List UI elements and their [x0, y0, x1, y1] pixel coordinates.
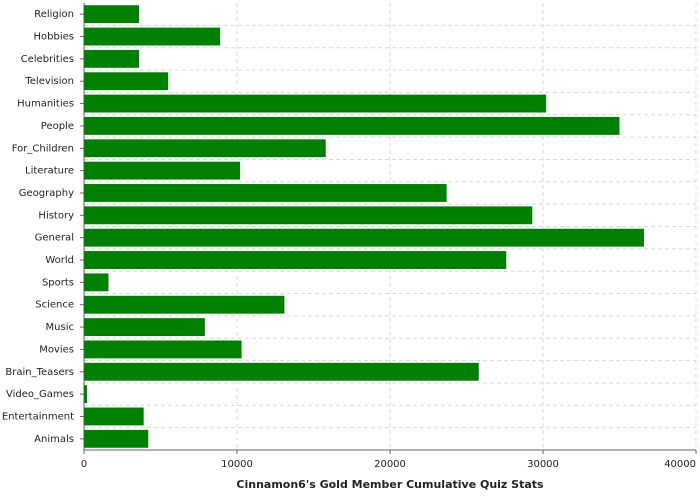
y-tick-label: Religion — [34, 9, 74, 20]
y-tick-label: Music — [46, 322, 74, 333]
y-tick-label: Science — [35, 300, 74, 311]
bar — [84, 72, 169, 91]
y-tick-label: World — [45, 255, 74, 266]
y-tick-label: Brain_Teasers — [5, 367, 74, 378]
bar — [84, 407, 144, 426]
bar — [84, 161, 241, 180]
bar — [84, 94, 547, 113]
y-tick-label: Geography — [19, 188, 74, 199]
y-tick-label: Television — [24, 76, 74, 87]
bar — [84, 49, 140, 68]
bar — [84, 362, 479, 381]
y-tick-label: Celebrities — [21, 54, 74, 65]
x-tick-label: 0 — [81, 459, 87, 470]
bar — [84, 429, 149, 448]
y-tick-label: For_Children — [12, 143, 74, 154]
bar — [84, 5, 140, 24]
y-tick-label: History — [38, 210, 74, 221]
bar — [84, 318, 205, 337]
y-tick-label: Entertainment — [2, 411, 74, 422]
y-tick-label: Sports — [42, 277, 74, 288]
bar — [84, 251, 507, 269]
bar — [84, 385, 88, 404]
bar — [84, 206, 533, 225]
bar — [84, 295, 285, 314]
x-tick-label: 10000 — [221, 459, 253, 470]
y-tick-label: Video_Games — [6, 389, 74, 400]
y-tick-label: Movies — [39, 344, 74, 355]
bar — [84, 273, 109, 292]
x-tick-label: 30000 — [527, 459, 559, 470]
y-tick-label: Hobbies — [34, 32, 74, 43]
bar — [84, 116, 620, 135]
y-tick-label: People — [41, 121, 74, 132]
bar — [84, 184, 447, 202]
bar — [84, 340, 242, 359]
bar — [84, 139, 326, 158]
y-tick-label: Literature — [25, 166, 74, 177]
y-tick-label: Humanities — [17, 99, 74, 110]
y-tick-label: General — [35, 233, 74, 244]
x-tick-label: 40000 — [664, 459, 696, 470]
y-tick-label: Animals — [34, 434, 74, 445]
bar — [84, 27, 221, 46]
x-tick-label: 20000 — [374, 459, 406, 470]
x-axis-label: Cinnamon6's Gold Member Cumulative Quiz … — [236, 478, 544, 491]
bar — [84, 228, 644, 247]
